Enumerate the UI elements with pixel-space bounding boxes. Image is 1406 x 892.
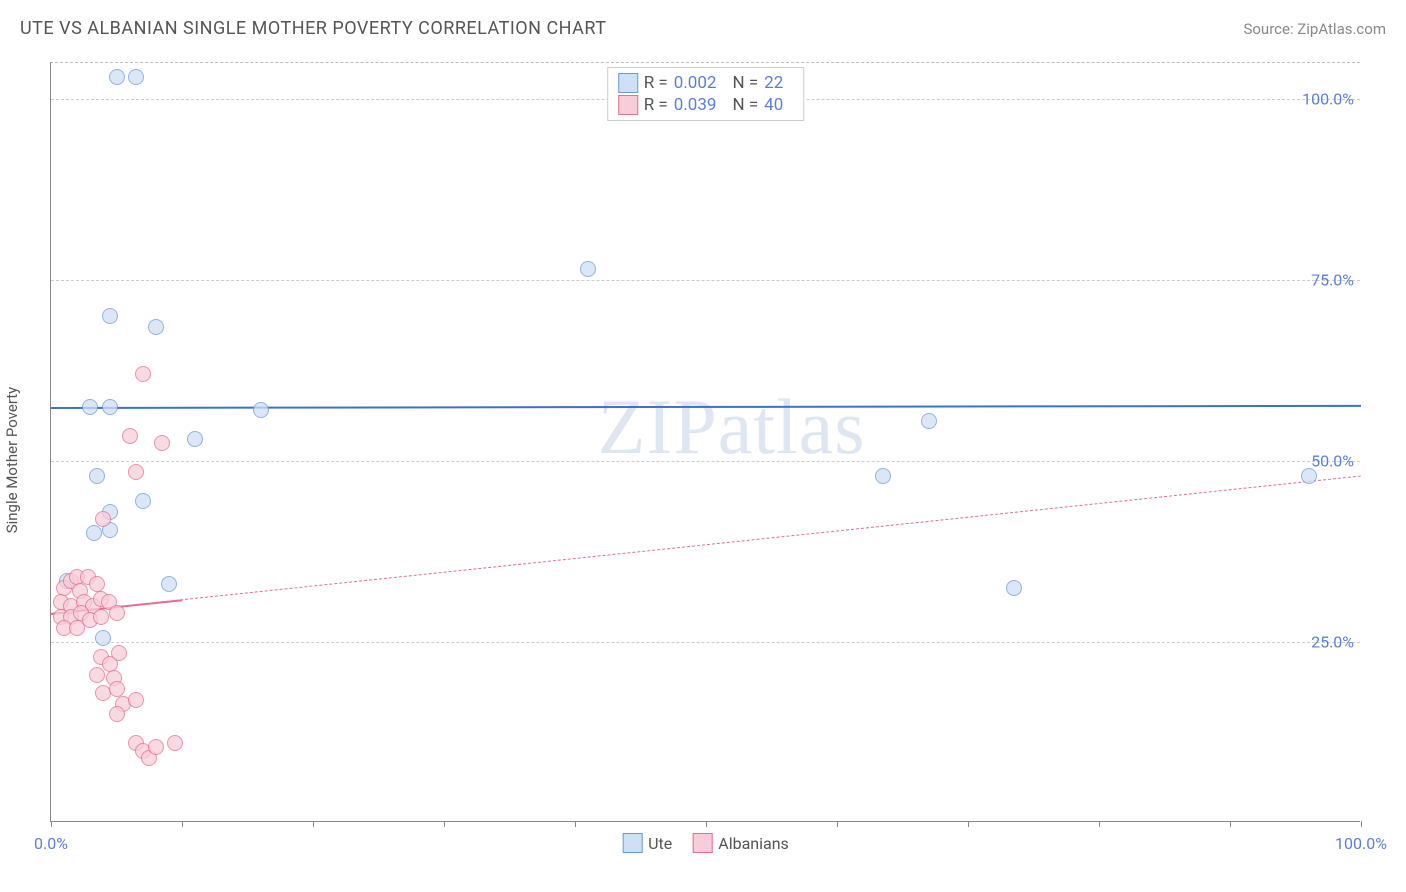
x-tick-mark <box>313 821 314 827</box>
data-point <box>111 645 127 661</box>
legend-label: Ute <box>648 834 672 853</box>
legend-stats-row: R = 0.002 N = 22 <box>618 72 794 94</box>
x-tick-label: 0.0% <box>34 834 68 853</box>
x-tick-mark <box>575 821 576 827</box>
stat-n-label: N = <box>732 95 758 115</box>
data-point <box>161 576 177 592</box>
chart-source: Source: ZipAtlas.com <box>1243 20 1386 38</box>
x-tick-mark <box>51 821 52 827</box>
chart-container: Single Mother Poverty ZIPatlas R =0.002N… <box>20 50 1386 870</box>
data-point <box>187 431 203 447</box>
data-point <box>109 605 125 621</box>
data-point <box>86 525 102 541</box>
data-point <box>135 366 151 382</box>
data-point <box>128 692 144 708</box>
x-tick-mark <box>1361 821 1362 827</box>
gridline-h <box>51 280 1360 281</box>
legend-swatch <box>618 73 638 93</box>
legend-swatch <box>692 833 712 853</box>
gridline-h <box>51 642 1360 643</box>
legend-swatch <box>622 833 642 853</box>
stat-n-label: N = <box>732 73 758 93</box>
y-tick-label: 25.0% <box>1311 633 1354 652</box>
x-tick-mark <box>837 821 838 827</box>
data-point <box>154 435 170 451</box>
stat-r-label: R = <box>644 95 668 115</box>
stat-n-value: 40 <box>764 95 783 115</box>
data-point <box>69 620 85 636</box>
chart-header: UTE VS ALBANIAN SINGLE MOTHER POVERTY CO… <box>0 0 1406 45</box>
legend-bottom: Ute Albanians <box>622 833 789 853</box>
watermark: ZIPatlas <box>598 382 866 472</box>
stat-n-value: 22 <box>764 73 783 93</box>
legend-item: Ute <box>622 833 672 853</box>
trend-line <box>51 405 1361 409</box>
data-point <box>95 630 111 646</box>
y-axis-label: Single Mother Poverty <box>3 387 21 534</box>
y-tick-label: 100.0% <box>1302 90 1354 109</box>
data-point <box>102 308 118 324</box>
x-tick-mark <box>968 821 969 827</box>
data-point <box>921 413 937 429</box>
x-tick-mark <box>706 821 707 827</box>
chart-title: UTE VS ALBANIAN SINGLE MOTHER POVERTY CO… <box>20 18 607 39</box>
data-point <box>89 468 105 484</box>
trend-line <box>51 476 1361 615</box>
data-point <box>135 493 151 509</box>
data-point <box>580 261 596 277</box>
data-point <box>128 464 144 480</box>
legend-swatch <box>618 95 638 115</box>
stat-r-label: R = <box>644 73 668 93</box>
data-point <box>875 468 891 484</box>
data-point <box>122 428 138 444</box>
data-point <box>253 402 269 418</box>
data-point <box>148 319 164 335</box>
data-point <box>148 739 164 755</box>
y-tick-label: 75.0% <box>1311 271 1354 290</box>
legend-stats-row: R = 0.039 N = 40 <box>618 94 794 116</box>
x-tick-mark <box>1230 821 1231 827</box>
data-point <box>102 399 118 415</box>
x-tick-mark <box>1099 821 1100 827</box>
stat-r-value: 0.002 <box>674 73 717 93</box>
data-point <box>109 69 125 85</box>
data-point <box>1006 580 1022 596</box>
legend-stats-box: R = 0.002 N = 22 R = 0.039 N = 40 <box>607 67 805 121</box>
data-point <box>89 667 105 683</box>
data-point <box>109 706 125 722</box>
x-tick-mark <box>182 821 183 827</box>
data-point <box>82 399 98 415</box>
y-tick-label: 50.0% <box>1311 452 1354 471</box>
data-point <box>89 576 105 592</box>
data-point <box>128 69 144 85</box>
stat-r-value: 0.039 <box>674 95 717 115</box>
x-tick-label: 100.0% <box>1335 834 1387 853</box>
legend-item: Albanians <box>692 833 789 853</box>
plot-area: ZIPatlas R =0.002N =22R =0.039N =40 UteA… <box>50 62 1360 822</box>
x-tick-mark <box>444 821 445 827</box>
data-point <box>93 609 109 625</box>
data-point <box>95 511 111 527</box>
data-point <box>167 735 183 751</box>
gridline-h <box>51 461 1360 462</box>
data-point <box>1301 468 1317 484</box>
legend-label: Albanians <box>718 834 789 853</box>
